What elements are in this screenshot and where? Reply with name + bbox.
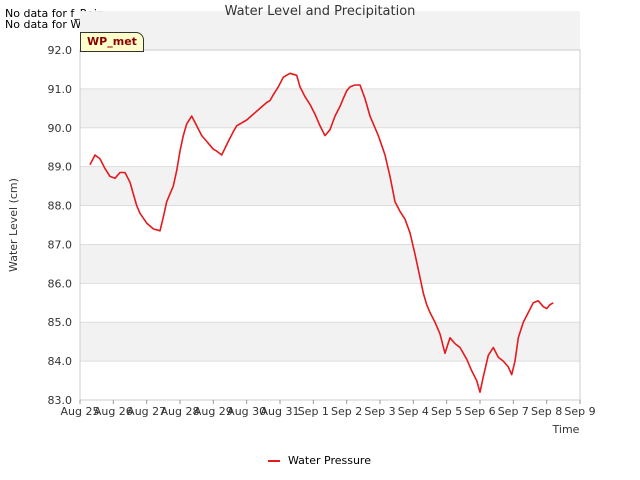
x-tick-label: Aug 30: [227, 405, 266, 418]
legend: Water Pressure: [268, 454, 371, 467]
x-tick-label: Sep 1: [298, 405, 329, 418]
x-tick-label: Aug 29: [194, 405, 233, 418]
x-tick-label: Sep 8: [531, 405, 562, 418]
y-tick-label: 86.0: [48, 277, 73, 290]
grid-bands: [80, 11, 580, 362]
x-tick-label: Sep 9: [564, 405, 595, 418]
x-axis-label: Time: [552, 423, 580, 436]
y-axis-label: Water Level (cm): [7, 178, 20, 272]
plot-frame: [79, 49, 581, 401]
no-data-note-rain: No data for f_Rain: [5, 7, 104, 20]
y-tick-label: 87.0: [48, 238, 73, 251]
y-tick-label: 92.0: [48, 44, 73, 57]
station-badge: WP_met: [80, 32, 144, 52]
y-tick-label: 84.0: [48, 355, 73, 368]
x-tick-label: Aug 27: [127, 405, 166, 418]
y-tick-labels: 83.0 84.0 85.0 86.0 87.0 88.0 89.0 90.0 91.0 92.0: [48, 44, 73, 407]
grid-band: [80, 166, 580, 206]
grid-band: [80, 322, 580, 362]
x-tick-label: Sep 5: [431, 405, 462, 418]
series-lines: [89, 72, 554, 394]
y-tick-label: 89.0: [48, 161, 73, 174]
series-line-water-pressure: [89, 72, 554, 394]
x-tick-label: Aug 25: [61, 405, 100, 418]
x-tick-label: Sep 2: [331, 405, 362, 418]
grid-band: [80, 88, 580, 128]
grid-band: [80, 244, 580, 284]
y-tick-label: 88.0: [48, 200, 73, 213]
legend-swatch-water-pressure: [268, 459, 280, 462]
legend-label-water-pressure: Water Pressure: [288, 454, 371, 467]
y-tick-label: 91.0: [48, 83, 73, 96]
y-tick-label: 90.0: [48, 122, 73, 135]
x-tick-label: Aug 28: [161, 405, 200, 418]
x-tick-label: Sep 4: [398, 405, 429, 418]
y-tick-label: 83.0: [48, 394, 73, 407]
x-tick-label: Sep 6: [464, 405, 495, 418]
grid-band: [80, 11, 580, 50]
x-tick-label: Aug 31: [261, 405, 300, 418]
chart-title: Water Level and Precipitation: [225, 4, 416, 19]
x-tick-label: Aug 26: [94, 405, 133, 418]
x-tick-label: Sep 3: [364, 405, 395, 418]
x-tick-label: Sep 7: [498, 405, 529, 418]
y-tick-label: 85.0: [48, 316, 73, 329]
